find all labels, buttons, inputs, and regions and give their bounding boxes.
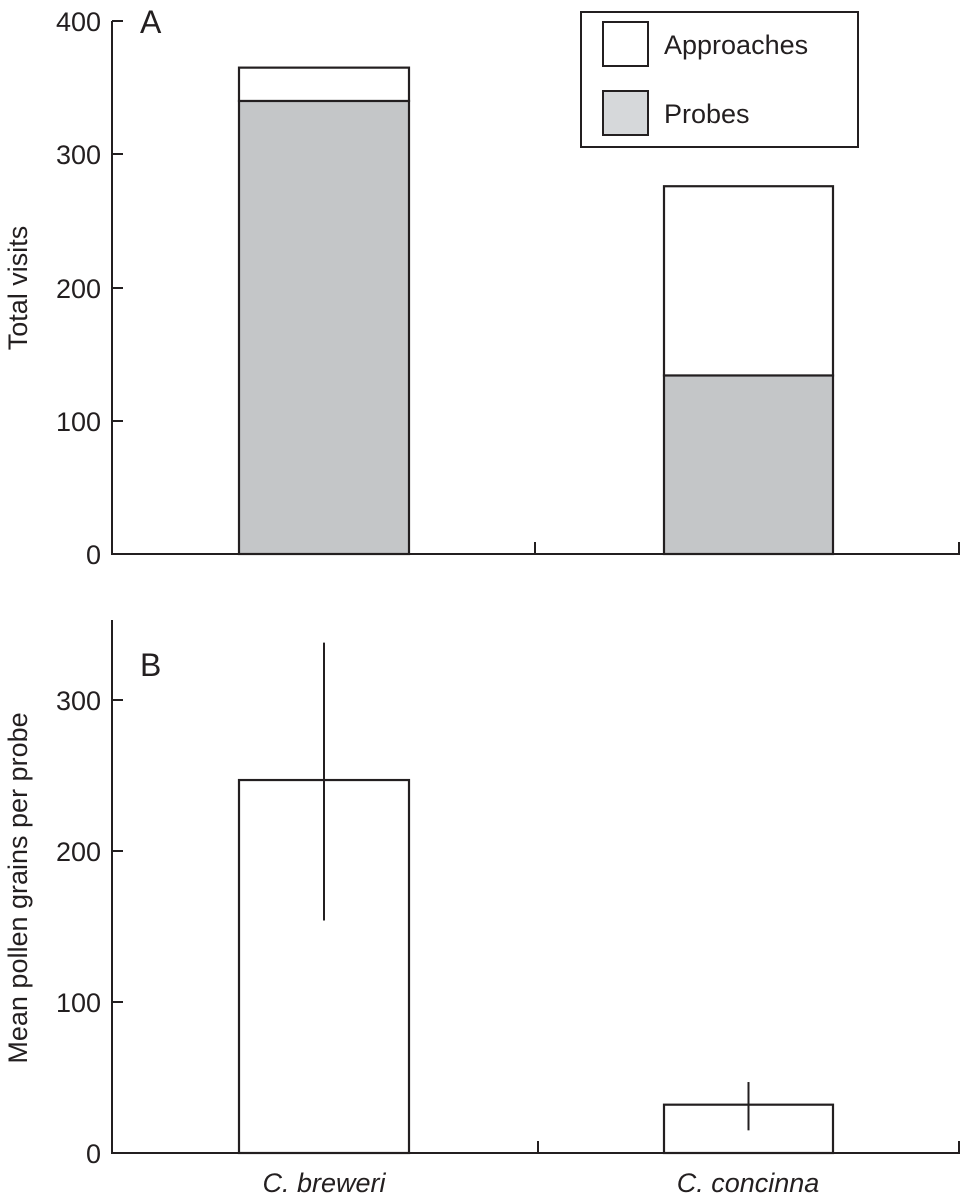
panel-b-ytick-0: 0 [86, 1139, 101, 1169]
legend-label-approaches: Approaches [664, 30, 808, 60]
legend: Approaches Probes [580, 11, 859, 148]
panel-b-bars [237, 642, 835, 1155]
panel-a-letter: A [140, 4, 162, 40]
category-label-c-breweri: C. breweri [262, 1168, 386, 1198]
bar-segment-approaches [237, 66, 411, 103]
legend-label-probes: Probes [664, 99, 750, 129]
panel-b-ylabel: Mean pollen grains per probe [3, 712, 33, 1063]
legend-swatch-approaches [602, 21, 649, 67]
panel-a-ylabel: Total visits [3, 226, 33, 351]
panel-a-ytick-300: 300 [56, 140, 101, 170]
bar-segment-probes [237, 99, 411, 556]
panel-b-ytick-100: 100 [56, 988, 101, 1018]
panel-a-bars [237, 66, 835, 556]
panel-a-ytick-100: 100 [56, 407, 101, 437]
bar-segment-approaches [662, 185, 835, 377]
panel-a-y-ticks: 400 300 200 100 0 [56, 7, 123, 570]
panel-a: Total visits 400 300 200 100 0 A Approac… [3, 4, 960, 570]
category-label-c-concinna: C. concinna [677, 1168, 820, 1198]
panel-b: Mean pollen grains per probe 300 200 100… [3, 620, 960, 1198]
panel-b-letter: B [140, 647, 161, 683]
panel-a-ytick-0: 0 [86, 540, 101, 570]
panel-b-y-ticks: 300 200 100 0 [56, 686, 123, 1169]
bar-segment-probes [662, 374, 835, 556]
panel-b-ytick-200: 200 [56, 837, 101, 867]
panel-b-ytick-300: 300 [56, 686, 101, 716]
panel-a-ytick-400: 400 [56, 7, 101, 37]
legend-swatch-probes [602, 90, 649, 136]
panel-a-ytick-200: 200 [56, 274, 101, 304]
